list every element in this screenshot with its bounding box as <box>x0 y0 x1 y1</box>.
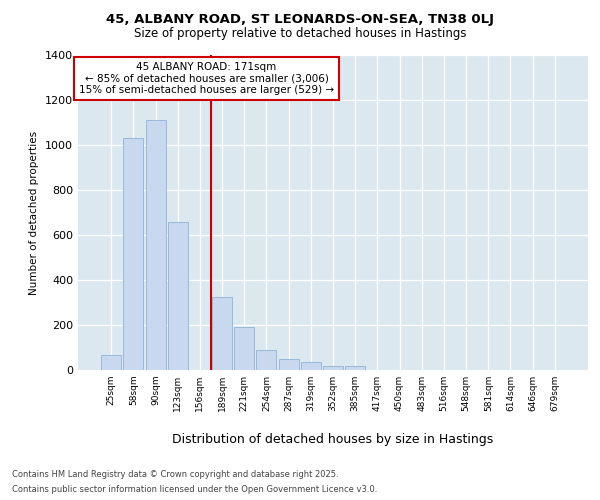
Bar <box>301 362 321 370</box>
Text: Distribution of detached houses by size in Hastings: Distribution of detached houses by size … <box>172 432 494 446</box>
Text: Size of property relative to detached houses in Hastings: Size of property relative to detached ho… <box>134 28 466 40</box>
Bar <box>168 222 188 370</box>
Text: Contains HM Land Registry data © Crown copyright and database right 2025.: Contains HM Land Registry data © Crown c… <box>12 470 338 479</box>
Bar <box>278 359 299 370</box>
Bar <box>345 366 365 370</box>
Text: 45 ALBANY ROAD: 171sqm
← 85% of detached houses are smaller (3,006)
15% of semi-: 45 ALBANY ROAD: 171sqm ← 85% of detached… <box>79 62 334 95</box>
Y-axis label: Number of detached properties: Number of detached properties <box>29 130 40 294</box>
Bar <box>234 327 254 370</box>
Bar <box>124 138 143 370</box>
Bar <box>323 366 343 370</box>
Text: Contains public sector information licensed under the Open Government Licence v3: Contains public sector information licen… <box>12 485 377 494</box>
Text: 45, ALBANY ROAD, ST LEONARDS-ON-SEA, TN38 0LJ: 45, ALBANY ROAD, ST LEONARDS-ON-SEA, TN3… <box>106 12 494 26</box>
Bar <box>212 297 232 370</box>
Bar <box>146 120 166 370</box>
Bar <box>256 350 277 370</box>
Bar <box>101 356 121 370</box>
